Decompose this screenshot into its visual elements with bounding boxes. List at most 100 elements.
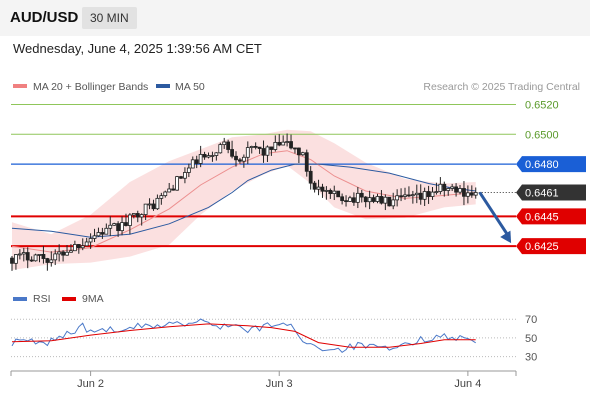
candle-down: [100, 232, 105, 235]
candle-down: [407, 194, 411, 197]
candle-up: [422, 191, 427, 200]
candle-down: [293, 147, 297, 150]
candle-up: [210, 155, 215, 157]
candle-down: [151, 203, 156, 210]
candle-down: [336, 190, 341, 198]
candle-up: [69, 250, 73, 253]
level-tag-0.6445: [516, 208, 586, 225]
candle-down: [234, 155, 238, 161]
timeframe-badge[interactable]: 30 MIN: [82, 7, 137, 29]
candle-up: [332, 190, 337, 194]
candle-up: [84, 241, 89, 247]
x-tick-label: Jun 4: [454, 378, 481, 390]
candle-up: [147, 203, 152, 206]
candle-down: [462, 188, 466, 197]
level-label-0.6480: 0.6480: [525, 159, 559, 171]
rsi-line: [11, 318, 476, 354]
candle-up: [430, 191, 435, 197]
candle-up: [324, 189, 329, 192]
time-axis: Jun 2 Jun 3 Jun 4: [77, 371, 481, 390]
candle-up: [410, 194, 415, 197]
level-label-0.6520: 0.6520: [525, 99, 559, 111]
candle-down: [253, 146, 258, 148]
candle-down: [238, 159, 242, 162]
candle-down: [296, 147, 301, 156]
candle-down: [359, 192, 364, 198]
candle-down: [41, 254, 46, 259]
rsi-legend-swatch: [13, 297, 27, 301]
candle-up: [383, 196, 388, 204]
candle-down: [340, 196, 345, 202]
candle-down: [426, 191, 431, 197]
candle-down: [45, 258, 50, 263]
candle-up: [17, 253, 22, 256]
level-tag-0.6480: [516, 156, 586, 173]
candle-up: [241, 156, 246, 162]
candle-up: [285, 141, 290, 143]
candle-down: [289, 141, 293, 149]
candle-up: [395, 195, 400, 201]
candle-up: [414, 192, 419, 196]
rsi-legend-label: RSI: [33, 293, 51, 305]
candle-down: [277, 141, 282, 146]
candle-up: [473, 192, 478, 196]
candle-up: [167, 188, 172, 193]
candle-down: [135, 213, 140, 218]
candle-down: [29, 259, 34, 262]
candle-down: [379, 196, 384, 204]
candle-up: [434, 191, 439, 193]
candle-down: [179, 176, 183, 179]
candle-down: [10, 257, 14, 264]
legend-swatch-ma50: [156, 84, 170, 88]
candle-up: [104, 227, 109, 235]
candle-up: [53, 253, 58, 261]
candle-down: [418, 192, 423, 200]
candles-layer: [10, 133, 478, 271]
candle-down: [202, 153, 207, 158]
overlay-layer: 0.6461: [478, 184, 586, 244]
candle-down: [257, 146, 262, 149]
candle-down: [371, 197, 376, 202]
candle-up: [446, 188, 451, 191]
candle-down: [308, 170, 313, 184]
candle-up: [159, 195, 164, 199]
rsi-panel: 70 50 30: [11, 314, 537, 364]
candle-up: [92, 235, 97, 239]
current-price-label: 0.6461: [525, 187, 559, 199]
candle-down: [344, 200, 348, 203]
candle-up: [316, 186, 321, 190]
candle-down: [171, 188, 176, 191]
candle-up: [21, 252, 26, 255]
candle-down: [76, 244, 81, 249]
candle-down: [442, 183, 447, 191]
rsi-ma-legend-label: 9MA: [82, 293, 104, 305]
candle-up: [249, 146, 254, 148]
candle-up: [112, 223, 117, 226]
rsi-ma-legend-swatch: [62, 297, 76, 301]
candle-down: [226, 141, 231, 150]
candle-down: [269, 146, 274, 150]
candle-up: [127, 214, 132, 226]
candle-up: [37, 254, 42, 256]
rsi-ma-line: [11, 323, 476, 348]
candle-up: [450, 186, 455, 189]
candle-up: [281, 141, 286, 146]
candle-up: [465, 192, 470, 197]
candle-down: [304, 152, 309, 172]
candle-down: [363, 196, 368, 203]
candle-up: [175, 176, 179, 191]
attribution-text: Research © 2025 Trading Central: [423, 81, 580, 93]
symbol-title: AUD/USD: [10, 9, 79, 26]
candle-up: [131, 213, 136, 216]
candle-up: [139, 214, 144, 218]
candle-up: [80, 245, 85, 249]
chart-datetime: Wednesday, June 4, 2025 1:39:56 AM CET: [13, 41, 262, 56]
candle-up: [348, 197, 352, 202]
candle-down: [454, 186, 458, 193]
legend-ma20-label: MA 20 + Bollinger Bands: [33, 81, 148, 93]
candle-up: [190, 159, 195, 169]
level-label-0.6425: 0.6425: [525, 241, 559, 253]
candle-up: [108, 224, 113, 229]
candle-up: [155, 197, 160, 210]
